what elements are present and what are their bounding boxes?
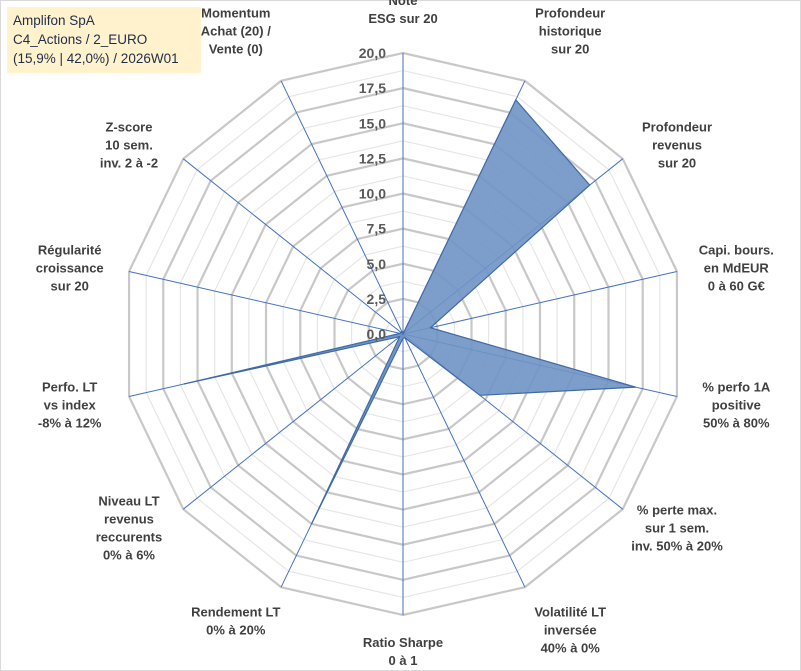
category-label-line: revenus: [104, 511, 154, 526]
radar-series: [183, 98, 637, 525]
category-label-line: 0% à 20%: [206, 623, 266, 638]
category-label-line: 40% à 0%: [541, 641, 601, 656]
category-label-line: reccurents: [96, 529, 162, 544]
category-label: Ratio Sharpe 0 à 1: [363, 635, 443, 668]
category-label-line: Profondeur: [642, 120, 712, 135]
title-line-2: C4_Actions / 2_EURO: [13, 32, 148, 47]
series-area: [183, 98, 637, 525]
category-label: Note ESG sur 20: [368, 0, 437, 26]
category-label-line: revenus: [652, 138, 702, 153]
category-label-line: positive: [712, 397, 761, 412]
category-label-line: vs index: [44, 397, 97, 412]
category-label-line: sur 1 sem.: [645, 520, 709, 535]
category-label-line: Volatilité LT: [534, 605, 606, 620]
category-label-line: Capi. bours.: [699, 243, 774, 258]
category-label: Profondeur revenus sur 20: [642, 120, 712, 171]
tick-label: 2,5: [367, 291, 387, 307]
category-label-line: 0 à 1: [389, 653, 418, 668]
tick-label: 17,5: [359, 80, 386, 96]
title-line-3: (15,9% | 42,0%) / 2026W01: [13, 51, 179, 66]
category-label-line: sur 20: [658, 156, 696, 171]
tick-label: 0,0: [367, 326, 387, 342]
category-label-line: Profondeur: [535, 5, 605, 20]
category-label-line: historique: [539, 23, 602, 38]
category-label: % perte max. sur 1 sem. inv. 50% à 20%: [631, 502, 723, 553]
category-label-line: Perfo. LT: [42, 379, 97, 394]
category-label: Z-score 10 sem. inv. 2 à -2: [100, 120, 158, 171]
tick-label: 5,0: [367, 256, 387, 272]
tick-label: 20,0: [359, 45, 386, 61]
category-label-line: inv. 2 à -2: [100, 156, 158, 171]
axis-line: [280, 80, 404, 335]
category-label-line: 50% à 80%: [703, 415, 770, 430]
axis-line: [182, 333, 404, 510]
category-label-line: Ratio Sharpe: [363, 635, 443, 650]
title-line-1: Amplifon SpA: [13, 13, 95, 28]
category-label-line: Momentum: [201, 5, 270, 20]
category-label-line: croissance: [36, 261, 104, 276]
tick-label: 10,0: [359, 186, 386, 202]
axis-line: [128, 270, 404, 335]
category-label-line: % perfo 1A: [702, 379, 771, 394]
category-label-line: en MdEUR: [704, 261, 770, 276]
category-label-line: -8% à 12%: [38, 415, 102, 430]
category-label: % perfo 1A positive 50% à 80%: [702, 379, 771, 430]
axis-line: [402, 333, 526, 588]
category-label-line: 0% à 6%: [103, 547, 155, 562]
category-label: Profondeur historique sur 20: [535, 5, 605, 56]
category-label-line: Achat (20) /: [201, 23, 271, 38]
category-label: Rendement LT 0% à 20%: [191, 605, 280, 638]
category-label: Momentum Achat (20) / Vente (0): [201, 5, 271, 56]
category-label-line: Vente (0): [209, 41, 263, 56]
category-label-line: Niveau LT: [98, 493, 159, 508]
tick-label: 7,5: [367, 221, 387, 237]
category-label-line: inversée: [544, 623, 597, 638]
category-label-line: Z-score: [105, 120, 152, 135]
category-label-line: sur 20: [551, 41, 589, 56]
category-label-line: ESG sur 20: [368, 11, 437, 26]
category-label: Niveau LT revenus reccurents 0% à 6%: [96, 493, 162, 562]
tick-label: 15,0: [359, 115, 386, 131]
category-label: Capi. bours. en MdEUR 0 à 60 G€: [699, 243, 774, 294]
category-label: Perfo. LT vs index -8% à 12%: [38, 379, 102, 430]
axis-line: [402, 270, 678, 335]
category-label-line: sur 20: [51, 279, 89, 294]
category-label-line: Note: [389, 0, 418, 8]
tick-label: 12,5: [359, 150, 386, 166]
category-label-line: 10 sem.: [105, 138, 153, 153]
radar-category-labels: Note ESG sur 20 Profondeur historique sur 20…: [36, 0, 774, 668]
axis-line: [182, 158, 404, 335]
category-label: Régularité croissance sur 20: [36, 243, 104, 294]
category-label: Volatilité LT inversée 40% à 0%: [534, 605, 606, 656]
category-label-line: Régularité: [38, 243, 102, 258]
chart-title-box: Amplifon SpA C4_Actions / 2_EURO (15,9% …: [7, 7, 201, 73]
category-label-line: % perte max.: [637, 502, 717, 517]
category-label-line: inv. 50% à 20%: [631, 538, 723, 553]
category-label-line: Rendement LT: [191, 605, 280, 620]
radar-tick-labels: 0,0 2,5 5,0 7,5 10,0 12,5 15,0 17,5 20,0: [359, 45, 386, 342]
category-label-line: 0 à 60 G€: [708, 279, 765, 294]
